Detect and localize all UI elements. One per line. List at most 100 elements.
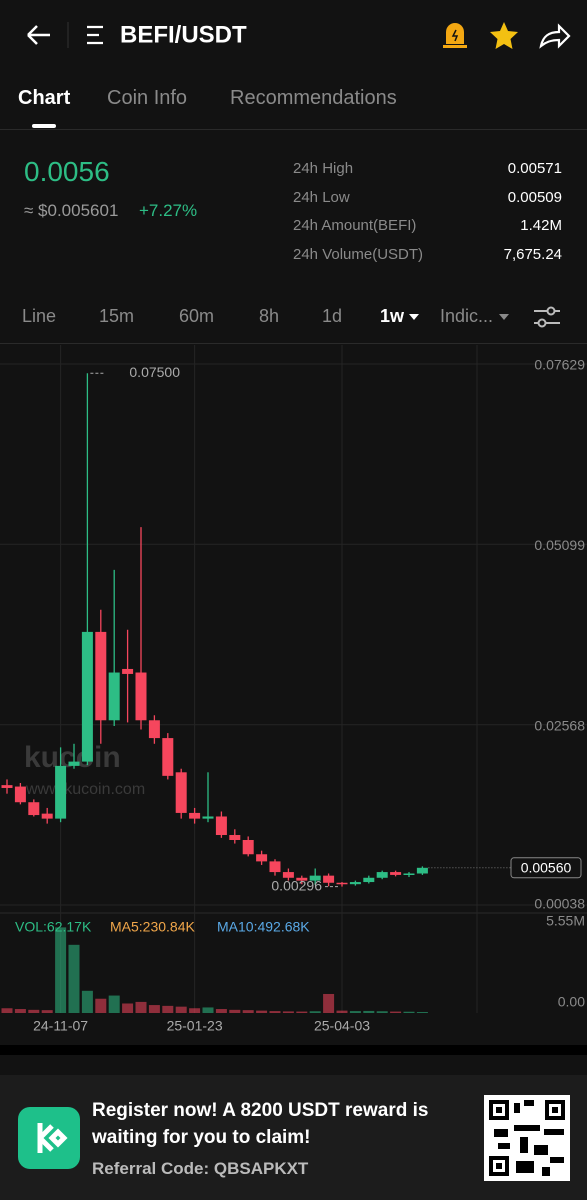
settings-button[interactable] xyxy=(530,303,564,331)
volume-bar xyxy=(1,1008,13,1013)
stat-label: 24h Volume(USDT) xyxy=(293,245,424,263)
candle-body xyxy=(336,882,348,885)
share-button[interactable] xyxy=(539,23,571,49)
favorite-button[interactable] xyxy=(490,22,518,49)
stat-value: 0.00509 xyxy=(507,188,562,206)
volume-bar xyxy=(403,1011,415,1013)
volume-bar xyxy=(95,998,107,1013)
volume-bar xyxy=(41,1010,53,1013)
candle-body xyxy=(323,875,335,883)
tab[interactable]: Chart xyxy=(18,87,71,109)
candle-body xyxy=(309,875,321,881)
volume-bar xyxy=(416,1012,428,1013)
volume-bar xyxy=(175,1006,187,1013)
y-tick-label: 0.00038 xyxy=(534,896,585,912)
candle-body xyxy=(28,802,40,816)
x-tick-label: 25-01-23 xyxy=(167,1018,223,1034)
interval[interactable]: 1w xyxy=(380,306,405,326)
candle-body xyxy=(41,813,53,819)
volume-bar xyxy=(215,1009,227,1013)
chart: 0.07629 0.05099 0.02568 0.00038 24-11-07 25-0… xyxy=(0,345,587,1034)
back-button[interactable] xyxy=(27,25,50,45)
candle-body xyxy=(135,672,147,721)
x-tick-label: 25-04-03 xyxy=(314,1018,370,1034)
qr-code[interactable] xyxy=(484,1095,570,1181)
volume-bar xyxy=(55,927,67,1013)
banner[interactable]: Register now! A 8200 USDT reward is wait… xyxy=(0,1075,587,1200)
y-tick-label: 0.02568 xyxy=(534,717,585,733)
usd-price: ≈ $0.005601 xyxy=(24,201,119,220)
x-tick-label: 24-11-07 xyxy=(33,1018,88,1034)
candle-body xyxy=(162,738,174,776)
candle-body xyxy=(296,877,308,881)
candle-body xyxy=(189,812,201,819)
volume-tick-label: 0.00 xyxy=(558,994,585,1010)
volume-bar xyxy=(363,1010,375,1013)
candle-body xyxy=(202,816,214,819)
candle-body xyxy=(215,816,227,836)
candle-body xyxy=(81,631,93,762)
interval[interactable]: Line xyxy=(22,306,57,326)
banner-message: Register now! A 8200 USDT reward is wait… xyxy=(92,1100,429,1148)
volume-bar xyxy=(81,990,93,1013)
stat-label: 24h High xyxy=(293,160,354,177)
volume-bar xyxy=(256,1010,268,1013)
alert-button[interactable] xyxy=(443,23,467,48)
volume-bar xyxy=(28,1009,40,1013)
volume-bar xyxy=(229,1009,241,1013)
interval[interactable]: Indic... xyxy=(440,306,494,326)
y-tick-label: 0.07629 xyxy=(534,357,585,373)
candle-body xyxy=(282,872,294,878)
volume-legend: VOL:62.17K xyxy=(15,919,92,935)
volume-bar xyxy=(148,1005,160,1013)
high-label: 0.07500 xyxy=(129,364,180,380)
low-label: 0.00296 xyxy=(271,877,322,893)
volume-tick-label: 5.55M xyxy=(546,913,585,929)
tab-indicator xyxy=(32,124,56,128)
candle-body xyxy=(256,854,268,862)
stat-value: 7,675.24 xyxy=(503,245,562,263)
volume-bar xyxy=(14,1009,26,1013)
volume-bar xyxy=(336,1010,348,1013)
divider xyxy=(0,343,587,344)
tab[interactable]: Recommendations xyxy=(230,87,397,109)
interval[interactable]: 15m xyxy=(99,306,135,326)
volume-bar xyxy=(68,944,80,1013)
divider xyxy=(0,129,587,130)
interval[interactable]: 1d xyxy=(322,306,343,326)
candle-body xyxy=(148,720,160,739)
candle-body xyxy=(242,840,254,855)
price-change: +7.27% xyxy=(139,201,198,220)
candle-body xyxy=(122,668,134,674)
volume-bar xyxy=(269,1011,281,1013)
candle-body xyxy=(363,877,375,883)
interval[interactable]: 8h xyxy=(259,306,280,326)
stat-value: 1.42M xyxy=(520,217,562,234)
candle-body xyxy=(14,786,26,803)
volume-bar xyxy=(323,993,335,1013)
volume-bar xyxy=(296,1011,308,1013)
candle-body xyxy=(229,835,241,841)
dropdown-arrow xyxy=(409,314,419,320)
tab[interactable]: Coin Info xyxy=(107,87,188,109)
volume-bar xyxy=(122,1003,134,1013)
header: BEFI/USDT xyxy=(27,21,571,49)
volume-bar xyxy=(282,1011,294,1013)
candle-body xyxy=(68,761,80,766)
stat-label: 24h Amount(BEFI) xyxy=(293,217,417,234)
candle-body xyxy=(1,785,13,788)
volume-bar xyxy=(108,995,120,1013)
volume-bar xyxy=(242,1010,254,1013)
menu-button[interactable] xyxy=(87,25,103,45)
watermark: www.kucoin.com xyxy=(25,781,145,798)
interval[interactable]: 60m xyxy=(179,306,215,326)
divider xyxy=(0,1045,587,1055)
volume-bar xyxy=(349,1011,361,1013)
dropdown-arrow xyxy=(499,314,509,320)
last-price-box xyxy=(510,857,582,879)
referral-code: Referral Code: QBSAPKXT xyxy=(92,1159,309,1178)
candle-body xyxy=(95,631,107,721)
candle-body xyxy=(55,765,67,819)
candle-body xyxy=(416,867,428,874)
